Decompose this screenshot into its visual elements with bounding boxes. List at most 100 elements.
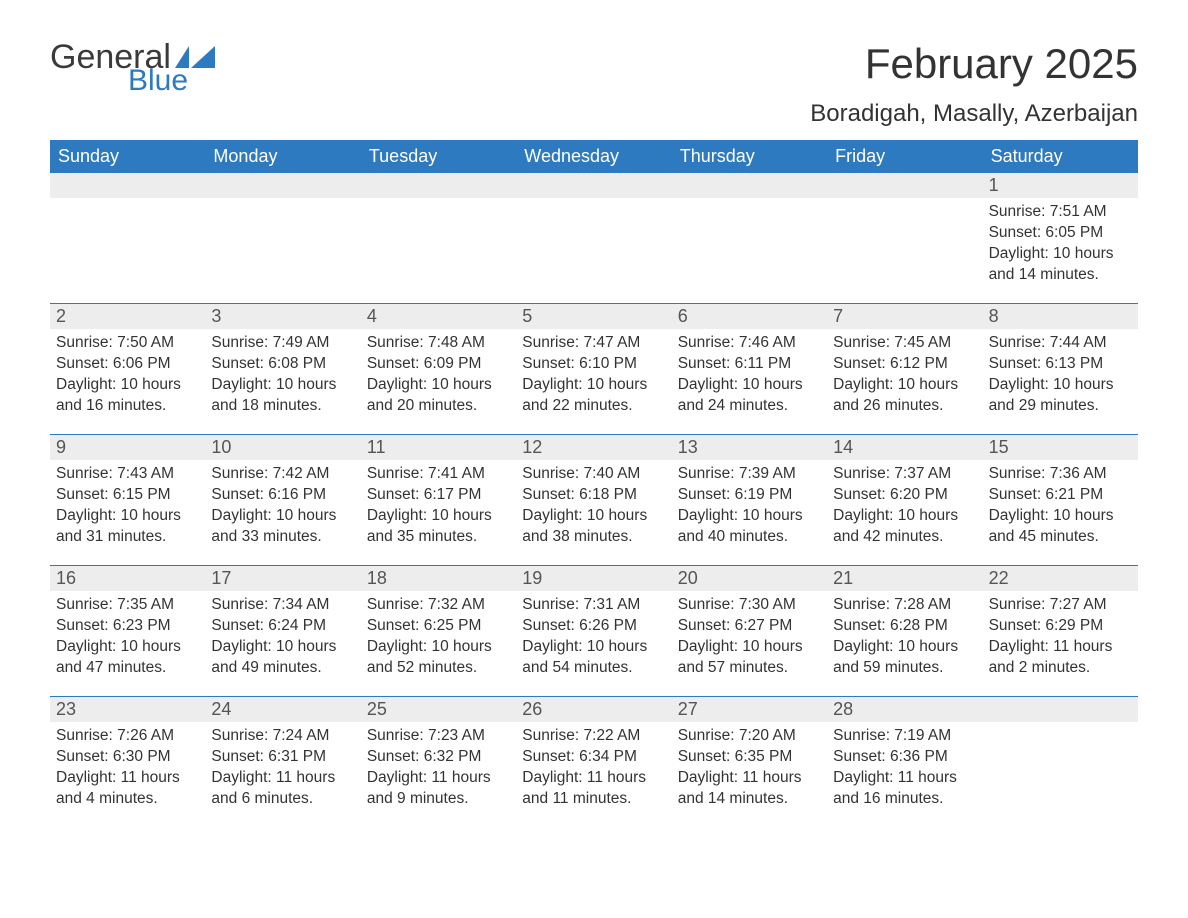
day-details: Sunrise: 7:24 AMSunset: 6:31 PMDaylight:… [205, 722, 360, 822]
logo-text-blue: Blue [128, 66, 188, 96]
page-header: General Blue February 2025 Boradigah, Ma… [50, 40, 1138, 128]
day-details: Sunrise: 7:31 AMSunset: 6:26 PMDaylight:… [516, 591, 671, 691]
day-details: Sunrise: 7:26 AMSunset: 6:30 PMDaylight:… [50, 722, 205, 822]
day-cell [516, 173, 671, 303]
day-number: 7 [827, 304, 982, 329]
daylight-line: Daylight: 10 hours and 20 minutes. [367, 375, 510, 417]
sunset-line: Sunset: 6:23 PM [56, 616, 199, 637]
sunrise-line: Sunrise: 7:37 AM [833, 464, 976, 485]
daylight-line: Daylight: 10 hours and 57 minutes. [678, 637, 821, 679]
sunrise-line: Sunrise: 7:26 AM [56, 726, 199, 747]
day-number: 17 [205, 566, 360, 591]
day-cell [827, 173, 982, 303]
sunset-line: Sunset: 6:30 PM [56, 747, 199, 768]
sunset-line: Sunset: 6:11 PM [678, 354, 821, 375]
weekday-cell: Saturday [983, 140, 1138, 173]
day-cell: 21Sunrise: 7:28 AMSunset: 6:28 PMDayligh… [827, 566, 982, 696]
day-number: 3 [205, 304, 360, 329]
sunrise-line: Sunrise: 7:36 AM [989, 464, 1132, 485]
sunset-line: Sunset: 6:34 PM [522, 747, 665, 768]
sunset-line: Sunset: 6:26 PM [522, 616, 665, 637]
day-cell: 12Sunrise: 7:40 AMSunset: 6:18 PMDayligh… [516, 435, 671, 565]
day-number [672, 173, 827, 198]
logo: General Blue [50, 40, 215, 96]
day-details: Sunrise: 7:28 AMSunset: 6:28 PMDaylight:… [827, 591, 982, 691]
sunset-line: Sunset: 6:20 PM [833, 485, 976, 506]
sunrise-line: Sunrise: 7:49 AM [211, 333, 354, 354]
weekday-header-row: SundayMondayTuesdayWednesdayThursdayFrid… [50, 140, 1138, 173]
day-cell: 18Sunrise: 7:32 AMSunset: 6:25 PMDayligh… [361, 566, 516, 696]
day-cell: 28Sunrise: 7:19 AMSunset: 6:36 PMDayligh… [827, 697, 982, 827]
day-number [50, 173, 205, 198]
daylight-line: Daylight: 11 hours and 16 minutes. [833, 768, 976, 810]
day-details: Sunrise: 7:30 AMSunset: 6:27 PMDaylight:… [672, 591, 827, 691]
day-details: Sunrise: 7:22 AMSunset: 6:34 PMDaylight:… [516, 722, 671, 822]
day-cell: 7Sunrise: 7:45 AMSunset: 6:12 PMDaylight… [827, 304, 982, 434]
day-number: 9 [50, 435, 205, 460]
day-number: 8 [983, 304, 1138, 329]
daylight-line: Daylight: 10 hours and 31 minutes. [56, 506, 199, 548]
sunset-line: Sunset: 6:31 PM [211, 747, 354, 768]
sunrise-line: Sunrise: 7:42 AM [211, 464, 354, 485]
day-number: 14 [827, 435, 982, 460]
week-row: 16Sunrise: 7:35 AMSunset: 6:23 PMDayligh… [50, 565, 1138, 696]
sunset-line: Sunset: 6:36 PM [833, 747, 976, 768]
sunrise-line: Sunrise: 7:44 AM [989, 333, 1132, 354]
sunrise-line: Sunrise: 7:20 AM [678, 726, 821, 747]
day-number: 22 [983, 566, 1138, 591]
sunrise-line: Sunrise: 7:34 AM [211, 595, 354, 616]
sunrise-line: Sunrise: 7:27 AM [989, 595, 1132, 616]
day-details: Sunrise: 7:34 AMSunset: 6:24 PMDaylight:… [205, 591, 360, 691]
day-details: Sunrise: 7:39 AMSunset: 6:19 PMDaylight:… [672, 460, 827, 560]
day-cell: 20Sunrise: 7:30 AMSunset: 6:27 PMDayligh… [672, 566, 827, 696]
weeks-container: 1Sunrise: 7:51 AMSunset: 6:05 PMDaylight… [50, 173, 1138, 827]
daylight-line: Daylight: 10 hours and 35 minutes. [367, 506, 510, 548]
day-number: 16 [50, 566, 205, 591]
day-number: 5 [516, 304, 671, 329]
sunrise-line: Sunrise: 7:41 AM [367, 464, 510, 485]
day-cell: 25Sunrise: 7:23 AMSunset: 6:32 PMDayligh… [361, 697, 516, 827]
day-number: 6 [672, 304, 827, 329]
daylight-line: Daylight: 10 hours and 22 minutes. [522, 375, 665, 417]
day-details: Sunrise: 7:35 AMSunset: 6:23 PMDaylight:… [50, 591, 205, 691]
day-number: 28 [827, 697, 982, 722]
sunrise-line: Sunrise: 7:32 AM [367, 595, 510, 616]
daylight-line: Daylight: 10 hours and 24 minutes. [678, 375, 821, 417]
daylight-line: Daylight: 11 hours and 9 minutes. [367, 768, 510, 810]
day-cell: 9Sunrise: 7:43 AMSunset: 6:15 PMDaylight… [50, 435, 205, 565]
day-details: Sunrise: 7:42 AMSunset: 6:16 PMDaylight:… [205, 460, 360, 560]
daylight-line: Daylight: 11 hours and 4 minutes. [56, 768, 199, 810]
day-details: Sunrise: 7:47 AMSunset: 6:10 PMDaylight:… [516, 329, 671, 429]
daylight-line: Daylight: 10 hours and 52 minutes. [367, 637, 510, 679]
sunset-line: Sunset: 6:35 PM [678, 747, 821, 768]
week-row: 23Sunrise: 7:26 AMSunset: 6:30 PMDayligh… [50, 696, 1138, 827]
day-details: Sunrise: 7:44 AMSunset: 6:13 PMDaylight:… [983, 329, 1138, 429]
calendar: SundayMondayTuesdayWednesdayThursdayFrid… [50, 140, 1138, 827]
day-details: Sunrise: 7:49 AMSunset: 6:08 PMDaylight:… [205, 329, 360, 429]
day-number: 25 [361, 697, 516, 722]
sunset-line: Sunset: 6:28 PM [833, 616, 976, 637]
week-row: 2Sunrise: 7:50 AMSunset: 6:06 PMDaylight… [50, 303, 1138, 434]
sunrise-line: Sunrise: 7:51 AM [989, 202, 1132, 223]
sunrise-line: Sunrise: 7:43 AM [56, 464, 199, 485]
day-details: Sunrise: 7:48 AMSunset: 6:09 PMDaylight:… [361, 329, 516, 429]
day-cell: 17Sunrise: 7:34 AMSunset: 6:24 PMDayligh… [205, 566, 360, 696]
day-number: 27 [672, 697, 827, 722]
day-cell: 1Sunrise: 7:51 AMSunset: 6:05 PMDaylight… [983, 173, 1138, 303]
daylight-line: Daylight: 11 hours and 2 minutes. [989, 637, 1132, 679]
day-number: 19 [516, 566, 671, 591]
sunset-line: Sunset: 6:32 PM [367, 747, 510, 768]
daylight-line: Daylight: 10 hours and 14 minutes. [989, 244, 1132, 286]
weekday-cell: Wednesday [516, 140, 671, 173]
day-number [361, 173, 516, 198]
day-details: Sunrise: 7:41 AMSunset: 6:17 PMDaylight:… [361, 460, 516, 560]
sunrise-line: Sunrise: 7:45 AM [833, 333, 976, 354]
day-details: Sunrise: 7:50 AMSunset: 6:06 PMDaylight:… [50, 329, 205, 429]
daylight-line: Daylight: 10 hours and 38 minutes. [522, 506, 665, 548]
day-number: 24 [205, 697, 360, 722]
daylight-line: Daylight: 11 hours and 14 minutes. [678, 768, 821, 810]
daylight-line: Daylight: 10 hours and 29 minutes. [989, 375, 1132, 417]
sunrise-line: Sunrise: 7:48 AM [367, 333, 510, 354]
sunrise-line: Sunrise: 7:35 AM [56, 595, 199, 616]
day-cell [50, 173, 205, 303]
